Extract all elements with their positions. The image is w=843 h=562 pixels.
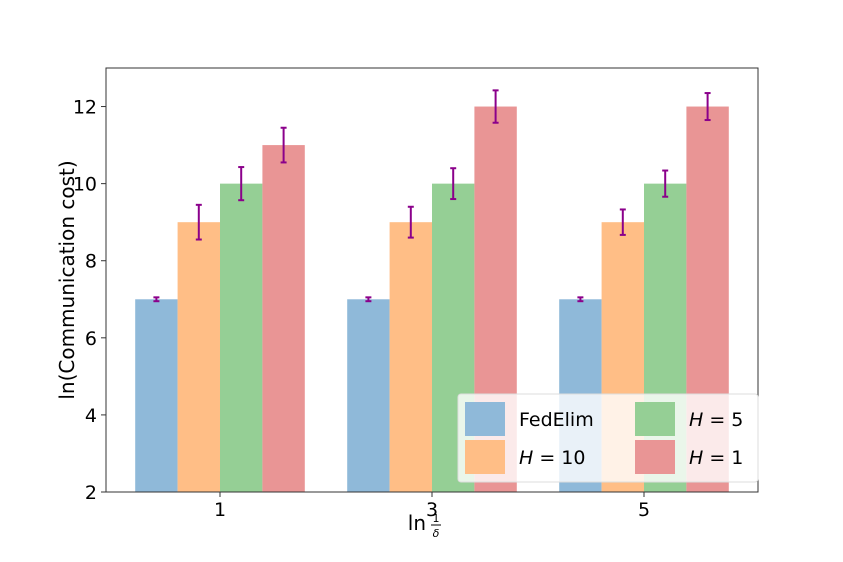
error-bar-H10-cat-3 — [407, 205, 414, 239]
error-bars-group — [153, 89, 711, 303]
legend-label-H10: H = 10 — [519, 447, 585, 469]
error-bar-H10-cat-1 — [195, 203, 202, 241]
legend: FedElim H = 10 H = 5 H = 1 — [457, 393, 759, 483]
bar-H5-cat-1 — [220, 183, 263, 493]
error-bar-FedElim-cat-3 — [365, 296, 372, 303]
y-tick-label-4: 4 — [85, 405, 97, 427]
legend-box — [457, 393, 759, 483]
x-tick-label-5: 5 — [638, 499, 650, 521]
error-bar-H1-cat-5 — [704, 92, 711, 122]
error-bar-H5-cat-3 — [450, 167, 457, 201]
y-axis: 2 4 6 8 10 12 — [73, 97, 106, 504]
error-bar-H1-cat-1 — [280, 126, 287, 164]
bars-group — [135, 106, 729, 493]
legend-swatch-FedElim — [465, 402, 505, 436]
y-tick-label-6: 6 — [85, 328, 97, 350]
x-tick-label-3: 3 — [426, 499, 438, 521]
bar-FedElim-cat-1 — [135, 299, 178, 492]
x-axis-label: ln 1 δ — [408, 511, 441, 540]
y-tick-label-8: 8 — [85, 251, 97, 273]
y-tick-label-10: 10 — [73, 174, 97, 196]
error-bar-H5-cat-1 — [238, 166, 245, 202]
error-bar-H1-cat-3 — [492, 89, 499, 124]
error-bar-H5-cat-5 — [662, 169, 669, 198]
legend-swatch-H5 — [635, 402, 675, 436]
legend-label-H5: H = 5 — [689, 409, 743, 431]
y-axis-label: ln(Communication cost) — [55, 160, 79, 399]
bar-FedElim-cat-3 — [347, 299, 390, 492]
error-bar-FedElim-cat-1 — [153, 296, 160, 303]
y-tick-label-2: 2 — [85, 482, 97, 504]
bar-H1-cat-1 — [262, 145, 305, 492]
x-axis: 1 3 5 — [214, 492, 650, 521]
legend-label-H1: H = 1 — [689, 447, 743, 469]
error-bar-FedElim-cat-5 — [577, 296, 584, 303]
x-tick-label-1: 1 — [214, 499, 226, 521]
y-tick-label-12: 12 — [73, 97, 97, 119]
x-axis-label-numerator: 1 — [433, 512, 440, 525]
error-bar-H10-cat-5 — [619, 208, 626, 236]
x-axis-label-denominator: δ — [433, 527, 440, 540]
bar-H10-cat-3 — [389, 222, 432, 492]
legend-swatch-H1 — [635, 440, 675, 474]
x-axis-label-ln: ln — [408, 511, 426, 535]
legend-swatch-H10 — [465, 440, 505, 474]
bar-H10-cat-1 — [177, 222, 220, 492]
legend-label-FedElim: FedElim — [519, 409, 594, 431]
